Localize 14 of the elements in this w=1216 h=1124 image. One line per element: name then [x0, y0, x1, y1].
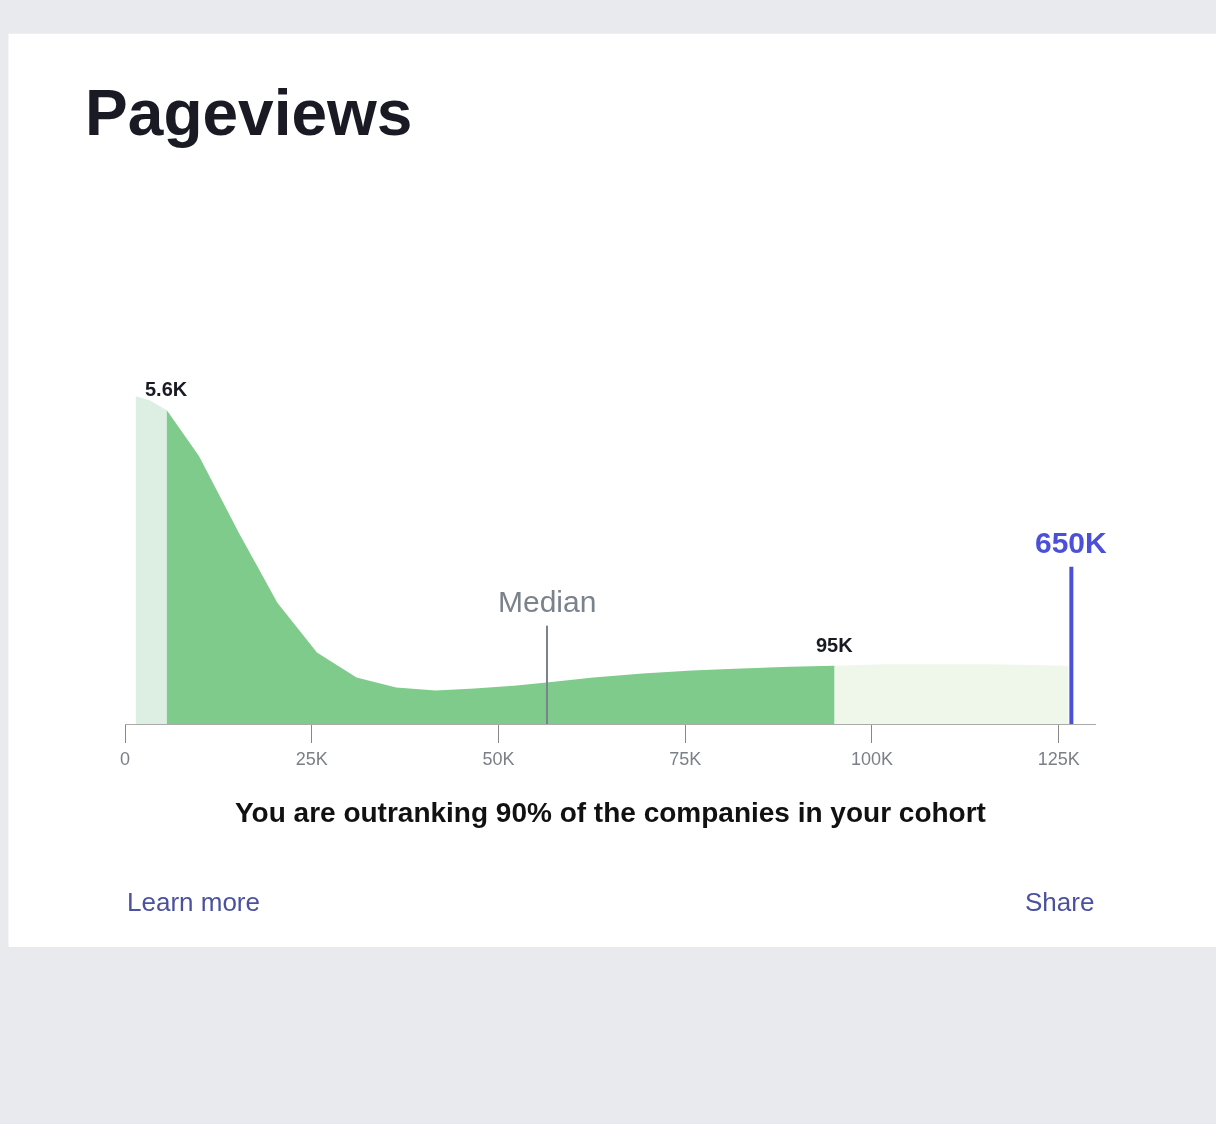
ref-line-label: Median [498, 585, 597, 618]
x-tick-label: 100K [850, 748, 893, 769]
text: Learn more [127, 887, 260, 917]
x-tick-label: 50K [482, 748, 515, 769]
text: You are outranking 90% of the companies in your cohort [235, 797, 986, 828]
x-tick-label: 75K [669, 748, 702, 769]
ref-line-label: 650K [1035, 526, 1108, 559]
text: Share [1025, 887, 1095, 917]
chart-title: Pageviews [85, 76, 413, 149]
x-tick-label: 125K [1037, 748, 1080, 769]
annotation: 95K [816, 634, 854, 656]
x-tick-label: 0 [119, 748, 131, 769]
x-tick-label: 25K [295, 748, 328, 769]
annotation: 5.6K [145, 378, 188, 400]
